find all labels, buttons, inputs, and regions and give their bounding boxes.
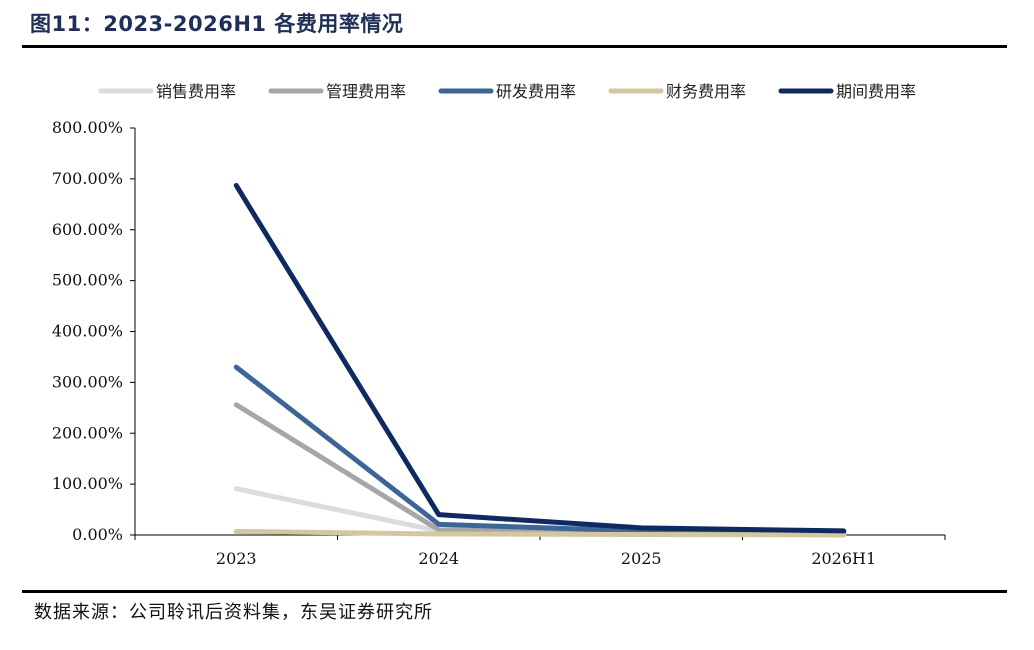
legend-label-5: 期间费用率 <box>836 82 916 101</box>
y-tick-label: 700.00% <box>52 169 123 188</box>
x-tick-label: 2023 <box>216 549 257 568</box>
y-tick-label: 600.00% <box>52 220 123 239</box>
y-tick-label: 200.00% <box>52 423 123 442</box>
chart-axes: 0.00% 100.00% 200.00% 300.00% 400.00% 500.00%… <box>52 118 946 568</box>
y-tick-label: 400.00% <box>52 322 123 341</box>
top-rule <box>22 45 1007 48</box>
x-tick-label: 2024 <box>418 549 459 568</box>
y-tick-label: 300.00% <box>52 372 123 391</box>
bottom-rule <box>22 590 1007 593</box>
series-line-5 <box>233 182 847 534</box>
x-tick-label: 2026H1 <box>811 549 876 568</box>
line-chart: 销售费用率 管理费用率 研发费用率 财务费用率 期间费用率 0.00% 100.00% 20… <box>52 82 946 568</box>
figure-title: 图11：2023-2026H1 各费用率情况 <box>30 12 404 36</box>
y-tick-label: 100.00% <box>52 474 123 493</box>
legend-label-3: 研发费用率 <box>496 82 576 101</box>
chart-series <box>233 182 847 538</box>
legend-label-2: 管理费用率 <box>326 82 406 101</box>
y-tick-label: 0.00% <box>72 525 123 544</box>
series-line-2 <box>233 402 847 536</box>
data-source-note: 数据来源：公司聆讯后资料集，东吴证券研究所 <box>34 602 433 623</box>
chart-legend: 销售费用率 管理费用率 研发费用率 财务费用率 期间费用率 <box>98 82 916 101</box>
legend-label-4: 财务费用率 <box>666 82 746 101</box>
x-tick-label: 2025 <box>621 549 662 568</box>
series-line-4 <box>233 528 847 538</box>
legend-label-1: 销售费用率 <box>156 82 236 101</box>
y-tick-label: 800.00% <box>52 118 123 137</box>
y-tick-label: 500.00% <box>52 271 123 290</box>
